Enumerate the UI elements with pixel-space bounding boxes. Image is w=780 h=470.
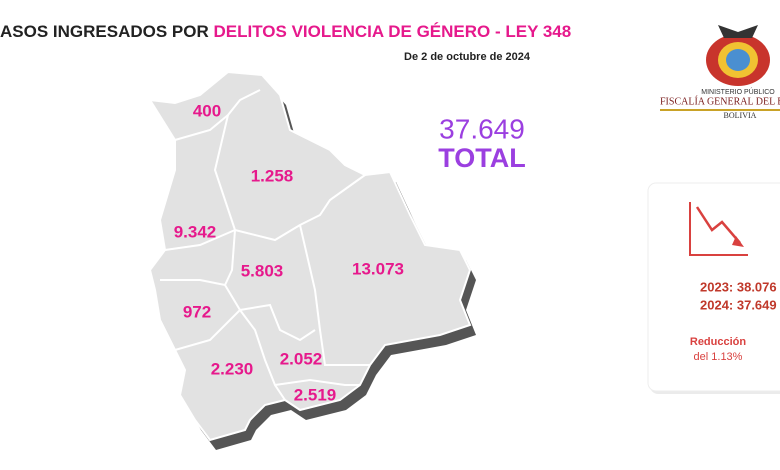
card-2023: 2023: 38.076 (700, 279, 777, 294)
emblem-center (726, 49, 750, 71)
region-value: 2.519 (294, 385, 337, 404)
region-value: 5.803 (241, 261, 284, 280)
logo: MINISTERIO PÚBLICO FISCALÍA GENERAL DEL … (660, 25, 780, 120)
region-value: 972 (183, 302, 211, 321)
subtitle: De 2 de octubre de 2024 (404, 51, 531, 63)
region-value: 1.258 (251, 166, 294, 185)
card-heading: Reducción (690, 336, 747, 348)
icon-arrow (732, 236, 744, 247)
card: 2023: 38.076 2024: 37.649 Reducción del … (647, 182, 780, 394)
card-bg (647, 182, 780, 392)
card-detail: del 1.13% (694, 351, 743, 363)
logo-rule (660, 109, 780, 111)
title-pink: DELITOS VIOLENCIA DE GÉNERO - LEY 348 (213, 22, 571, 41)
icon-axes (689, 202, 748, 256)
region-value: 2.230 (211, 359, 254, 378)
borders (160, 89, 370, 401)
title: ASOS INGRESADOS POR DELITOS VIOLENCIA DE… (0, 22, 571, 41)
region-value: 13.073 (352, 259, 404, 278)
total-label: TOTAL (438, 143, 526, 173)
emblem-condor (718, 25, 758, 38)
logo-line: FISCALÍA GENERAL DEL E (660, 95, 780, 107)
card-2024: 2024: 37.649 (700, 297, 777, 312)
region-value: 9.342 (174, 222, 217, 241)
icon-trend (695, 206, 741, 244)
title-black: ASOS INGRESADOS POR (0, 22, 213, 41)
map: 400 1.258 9.342 5.803 13.073 972 2.230 2… (148, 70, 476, 450)
map-outline (148, 70, 472, 442)
logo-line: BOLIVIA (724, 111, 757, 120)
region-value: 2.052 (280, 349, 323, 368)
total-value: 37.649 (439, 113, 525, 144)
region-value: 400 (193, 101, 221, 120)
logo-line: MINISTERIO PÚBLICO (701, 87, 775, 96)
